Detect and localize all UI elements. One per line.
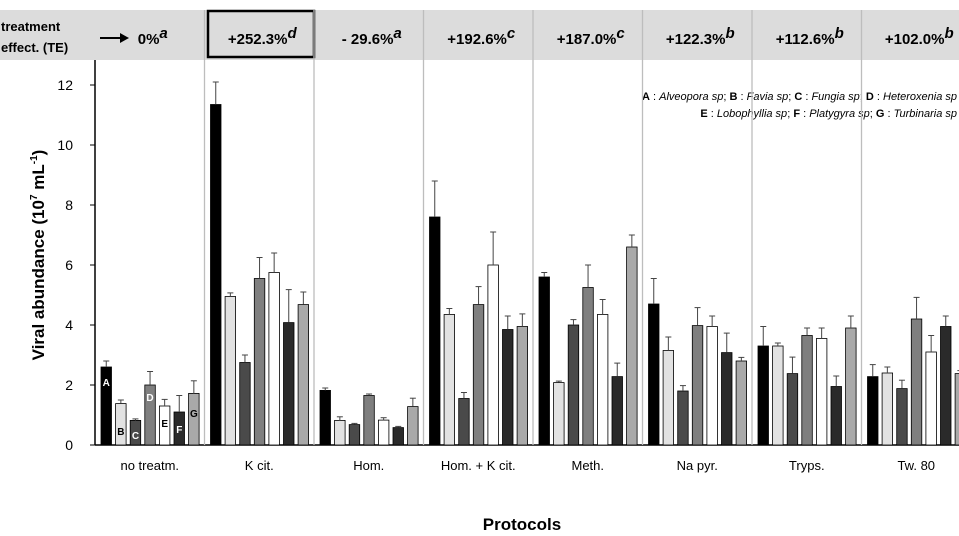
bar [239,362,251,446]
category-label: no treatm. [120,458,179,473]
bar [458,398,470,446]
bar [392,427,404,446]
bar [845,327,857,446]
x-axis-title: Protocols [483,515,561,534]
bar [925,351,937,446]
bar [253,278,266,446]
te-header-line1: treatment [1,19,61,34]
te-value-label: - 29.6%a [342,25,402,48]
te-value-label: +112.6%b [776,25,844,48]
bar [363,395,375,446]
y-tick-label: 6 [65,257,73,273]
category-label: Na pyr. [677,458,718,473]
bar [472,304,485,446]
bar [626,246,638,446]
te-value-label: +102.0%b [885,25,954,48]
bar [816,338,828,446]
te-arrow-icon [100,33,129,43]
bar [582,287,594,446]
bar [567,324,580,446]
bar [283,322,295,446]
bar [268,272,280,446]
bar [334,419,346,446]
bar-series-label: C [132,431,139,442]
bar [735,360,747,446]
bar [677,390,689,446]
y-axis-title: Viral abundance (107 mL-1) [29,150,48,361]
category-label: K cit. [245,458,274,473]
bar [210,104,222,446]
bar-series-label: E [161,419,168,430]
bar [830,386,842,446]
bar-series-label: D [146,393,153,404]
bar [597,314,609,446]
species-legend-line2: E : Lobophyllia sp; F : Platygyra sp; G … [700,108,957,120]
bar [867,376,879,446]
bar [297,304,310,446]
bar-series-label: A [103,378,110,389]
bar [115,403,127,446]
bar [407,406,419,446]
te-value-label: +187.0%c [557,25,626,48]
category-label: Hom. + K cit. [441,458,516,473]
category-label: Hom. [353,458,384,473]
category-label: Tw. 80 [897,458,935,473]
bar [940,326,952,446]
bar [429,216,441,446]
bar [319,389,331,446]
category-label: Tryps. [789,458,825,473]
bar-series-label: G [190,409,198,420]
te-value-label: +252.3%d [228,25,298,48]
bar [377,419,390,446]
te-value-label: 0%a [138,25,168,48]
bar [662,350,674,446]
bar [487,264,499,446]
bar [801,335,813,446]
bar [224,296,237,446]
bar [691,325,704,446]
bar-series-label: B [117,427,124,438]
bar [538,276,550,446]
bar [881,372,893,446]
bar [896,388,908,446]
te-header-line2: effect. (TE) [1,40,68,55]
y-tick-label: 8 [65,197,73,213]
y-tick-label: 10 [57,137,73,153]
bar [706,326,718,446]
te-value-label: +122.3%b [666,25,735,48]
bar [786,373,799,446]
bar [721,352,733,446]
bar [910,318,923,446]
y-tick-label: 4 [65,317,73,333]
te-header-band [0,10,959,60]
bar [772,345,784,446]
bar [954,373,959,446]
bar [611,376,623,446]
y-tick-label: 12 [57,77,73,93]
bar [502,329,514,446]
bar [553,382,565,446]
bar [757,345,769,446]
bar [348,424,361,446]
te-value-label: +192.6%c [447,25,516,48]
y-tick-label: 0 [65,437,73,453]
y-tick-label: 2 [65,377,73,393]
species-legend-line1: A : Alveopora sp; B : Favia sp; C : Fung… [642,91,957,103]
category-label: Meth. [571,458,604,473]
bar [648,303,660,446]
bar [443,314,456,446]
bar [516,326,528,446]
bar-series-label: F [176,425,182,436]
